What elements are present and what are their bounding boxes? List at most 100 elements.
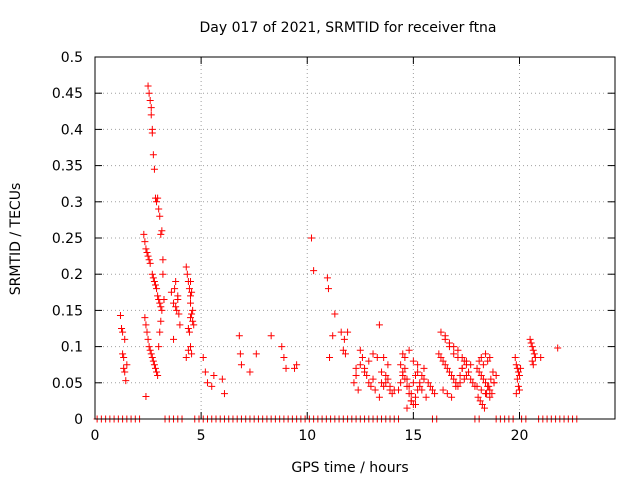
data-point [371,386,379,394]
data-point [369,375,377,383]
data-point [171,285,179,293]
data-point [218,375,226,383]
data-point [414,361,422,369]
data-point [182,263,190,271]
data-point [448,393,456,401]
data-point [484,357,492,365]
data-point [159,256,167,264]
data-point [375,393,383,401]
data-point [187,292,195,300]
data-point [119,328,127,336]
data-point [420,364,428,372]
y-tick-label: 0.1 [61,340,83,356]
data-point [146,346,154,354]
data-point [147,111,155,119]
y-tick-label: 0.4 [61,122,83,138]
data-point [151,364,159,372]
data-point [172,277,180,285]
data-point [337,328,345,336]
data-point [156,212,164,220]
data-point [489,368,497,376]
data-point [123,361,131,369]
data-point [437,353,445,361]
data-point [187,277,195,285]
data-point [141,238,149,246]
data-point [145,256,153,264]
data-point [476,397,484,405]
data-point [143,328,151,336]
data-point [189,317,197,325]
data-point [384,361,392,369]
data-point [474,393,482,401]
data-point [188,288,196,296]
data-point [462,357,470,365]
data-point [475,368,483,376]
data-point [291,364,299,372]
data-point [142,393,150,401]
data-point [375,321,383,329]
data-point [367,382,375,390]
data-point [142,245,150,253]
x-axis-label: GPS time / hours [291,460,408,476]
data-point [235,332,243,340]
data-point [358,353,366,361]
data-point [467,361,475,369]
y-tick-label: 0.35 [52,159,83,175]
data-point [399,350,407,358]
data-point [170,299,178,307]
data-point [469,379,477,387]
data-point [454,346,462,354]
data-point [529,361,537,369]
y-tick-label: 0.2 [61,267,83,283]
grid [95,57,615,419]
data-point [156,299,164,307]
data-point [156,328,164,336]
y-tick-label: 0.3 [61,195,83,211]
data-point [477,386,485,394]
data-point [428,386,436,394]
data-point [144,82,152,90]
data-point [441,332,449,340]
data-point [148,353,156,361]
data-point [511,353,519,361]
data-point [119,350,127,358]
data-point [414,368,422,376]
data-point [188,310,196,318]
data-point [252,350,260,358]
data-point [458,364,466,372]
data-point [184,325,192,332]
data-point [475,357,483,365]
data-point [148,129,156,137]
data-point [401,353,409,361]
data-point [386,382,394,390]
x-tick-label: 20 [511,428,529,444]
data-point [473,382,481,390]
data-point [439,357,447,365]
data-point [158,227,166,235]
data-point [369,350,377,358]
data-point [352,364,360,372]
data-point [378,368,386,376]
data-point [527,339,535,347]
data-point [487,375,495,383]
data-point [388,390,396,398]
data-point [140,230,148,238]
data-point [361,368,369,376]
data-point [220,390,228,398]
data-point [528,343,536,351]
data-point [450,375,458,383]
data-point [554,344,562,352]
data-point [405,346,413,354]
data-point [403,404,411,412]
data-point [517,364,525,372]
data-point [187,299,195,307]
data-point [116,311,124,319]
data-point [344,328,352,336]
data-point [363,372,371,380]
data-point [443,390,451,398]
data-point [167,288,175,296]
data-point [526,335,534,343]
data-point [150,361,158,369]
data-point [142,321,150,329]
